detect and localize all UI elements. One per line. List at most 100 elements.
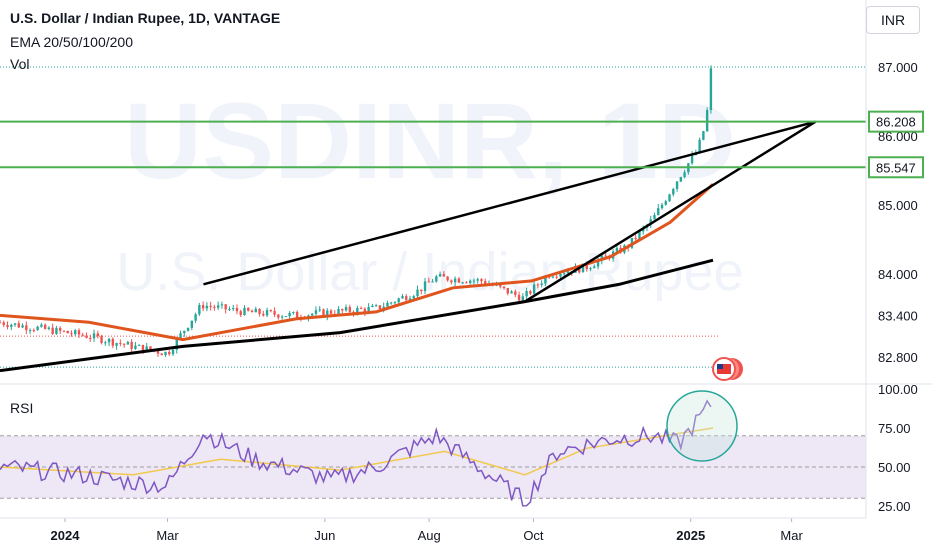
candle-body (506, 287, 509, 294)
candle-body (476, 279, 479, 281)
candle-body (555, 276, 558, 278)
volume-legend[interactable]: Vol (10, 56, 30, 72)
flag-icon-canton (717, 364, 723, 369)
candle-body (89, 337, 92, 339)
candle-body (104, 342, 107, 344)
candle-body (525, 291, 528, 297)
candle-body (581, 263, 585, 273)
candle-body (70, 333, 73, 335)
price-level-label: 85.547 (876, 160, 916, 175)
candle-body (21, 325, 24, 328)
candle-body (134, 345, 137, 349)
candle-body (705, 110, 709, 132)
candle-body (96, 333, 99, 337)
candle-body (536, 284, 540, 286)
candle-body (344, 307, 348, 311)
candle-body (540, 283, 543, 286)
candle-body (337, 309, 340, 315)
ema-black-line (0, 258, 714, 373)
candle-body (247, 307, 250, 311)
candle-body (183, 330, 186, 334)
time-axis-tick: Mar (156, 528, 179, 543)
candle-body (74, 330, 77, 335)
rsi-title[interactable]: RSI (10, 400, 34, 416)
candle-body (175, 338, 178, 350)
candle-body (638, 231, 641, 240)
candle-body (149, 346, 152, 350)
candle-body (288, 312, 291, 317)
candle-body (179, 333, 182, 339)
candle-body (450, 280, 453, 283)
candle-body (216, 305, 220, 308)
time-axis-tick: Jun (314, 528, 335, 543)
candle-body (43, 324, 47, 329)
candle-body (484, 281, 487, 285)
candle-body (341, 309, 344, 311)
candle-body (435, 276, 438, 282)
candle-body (420, 289, 423, 291)
candle-body (141, 344, 145, 352)
flag-icon-stripes (717, 364, 731, 374)
candle-body (453, 278, 457, 283)
candle-body (702, 131, 705, 140)
candle-body (122, 343, 126, 345)
candle-body (77, 330, 81, 335)
candle-body (408, 298, 412, 300)
candle-body (431, 281, 434, 283)
candle-body (314, 310, 318, 314)
candle-body (371, 305, 374, 307)
candle-body (363, 308, 367, 313)
candle-body (92, 333, 96, 339)
candle-body (213, 306, 216, 308)
candle-body (634, 237, 637, 240)
candle-body (660, 204, 664, 209)
candle-body (318, 309, 321, 311)
candle-body (529, 291, 532, 294)
price-axis-tick: 82.800 (878, 350, 918, 365)
candle-body (111, 338, 115, 346)
candle-body (596, 260, 600, 267)
candle-body (292, 311, 295, 313)
candle-body (690, 155, 694, 164)
candle-body (201, 305, 205, 309)
candle-body (348, 307, 352, 312)
candle-body (55, 327, 58, 334)
candle-body (280, 316, 284, 318)
candle-body (593, 266, 596, 269)
candle-body (6, 325, 9, 327)
watermark-name: U.S. Dollar / Indian Rupee (116, 242, 743, 302)
price-axis-tick: 87.000 (878, 60, 918, 75)
candle-body (269, 310, 273, 312)
candle-body (36, 326, 39, 331)
price-axis-tick: 86.000 (878, 129, 918, 144)
candle-body (551, 276, 555, 278)
candle-body (164, 351, 167, 356)
candle-body (10, 324, 13, 327)
candle-body (198, 305, 201, 315)
candle-body (205, 305, 209, 309)
candle-body (40, 324, 43, 327)
price-level-box (868, 156, 924, 179)
candle-body (672, 188, 675, 195)
candle-body (171, 349, 175, 355)
candle-body (457, 278, 461, 283)
currency-button[interactable]: INR (866, 6, 920, 34)
candle-body (367, 306, 370, 313)
candle-body (664, 201, 667, 205)
candle-body (62, 330, 66, 332)
candle-body (532, 284, 536, 294)
ema-indicator-legend[interactable]: EMA 20/50/100/200 (10, 34, 133, 50)
candle-body (119, 343, 122, 345)
candle-body (137, 344, 141, 346)
candle-body (265, 310, 269, 316)
candle-body (273, 310, 276, 315)
price-axis-tick: 84.000 (878, 267, 918, 282)
candle-body (100, 336, 103, 343)
candle-body (427, 281, 431, 283)
candle-body (374, 305, 378, 307)
candle-body (2, 322, 5, 326)
rsi-highlight-circle (666, 390, 738, 462)
candle-body (563, 273, 566, 275)
candle-body (66, 330, 69, 334)
